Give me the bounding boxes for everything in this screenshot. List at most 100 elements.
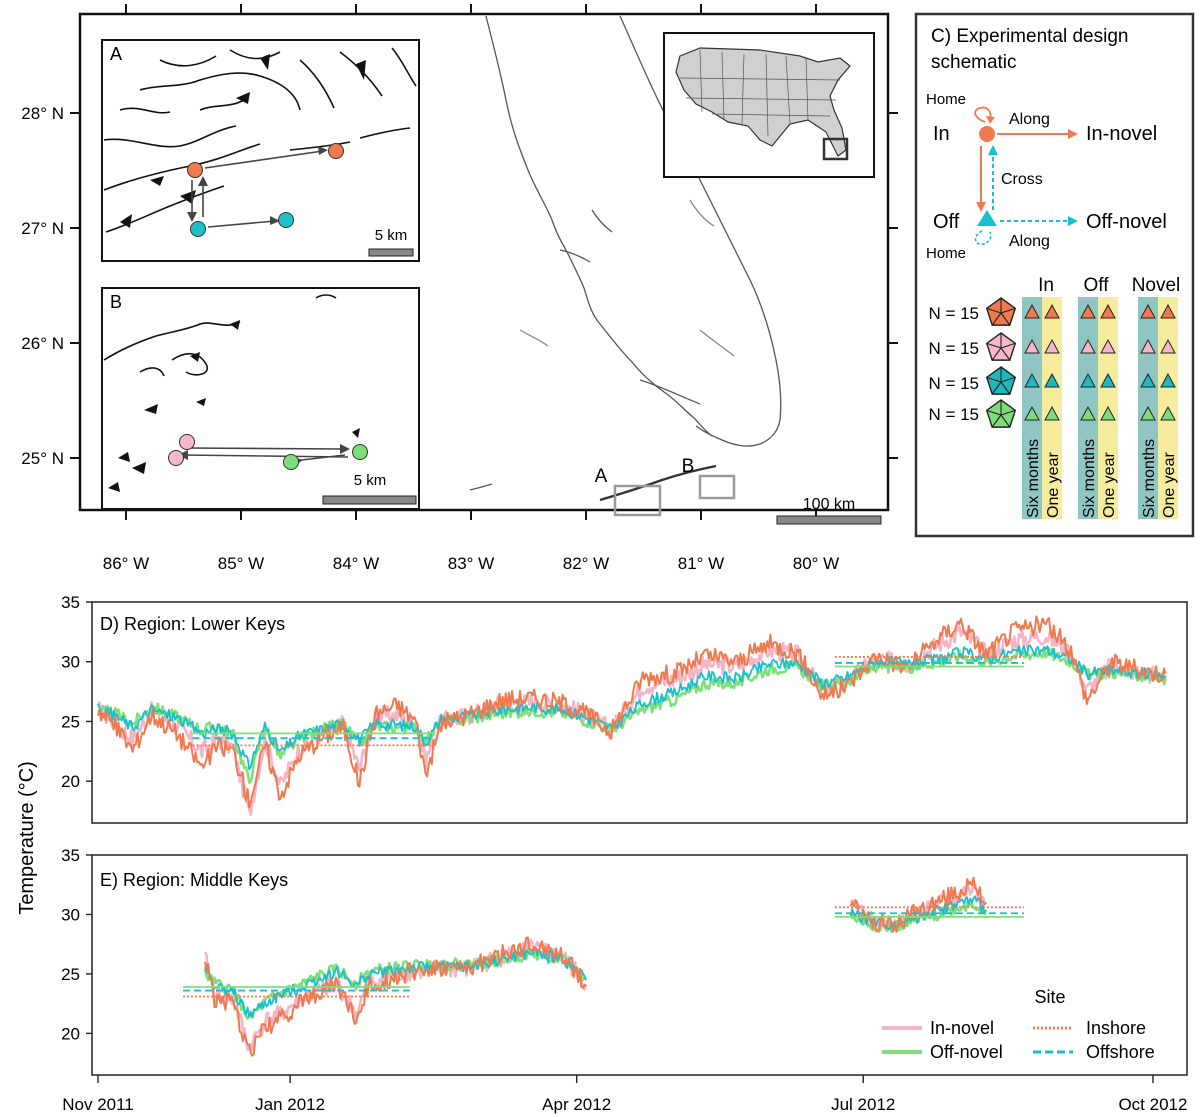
- schematic-panel: C) Experimental design schematic Home In…: [914, 12, 1195, 538]
- legend-label-in-novel: In-novel: [930, 1018, 994, 1038]
- site-box-b: [698, 474, 736, 500]
- genotype-triangle: [1024, 303, 1040, 319]
- lon-label-85: 85° W: [218, 554, 264, 573]
- main-scale-label: 100 km: [803, 496, 855, 513]
- schematic-title-line2: schematic: [931, 52, 1017, 73]
- along-label-top: Along: [1009, 111, 1050, 128]
- genotype-triangle: [1044, 372, 1060, 388]
- usa-locator-inset: [663, 32, 875, 178]
- genotype-triangle: [1080, 303, 1096, 319]
- x-tick-label: Oct 2012: [1118, 1095, 1187, 1114]
- y-tick-label: 30: [61, 905, 80, 924]
- lat-label-25: 25° N: [21, 449, 64, 468]
- x-tick-label: Apr 2012: [542, 1095, 611, 1114]
- genotype-triangle: [1024, 405, 1040, 421]
- genotype-triangle: [1100, 405, 1116, 421]
- inset-b-inshore-site: [168, 450, 184, 466]
- col-off-header: Off: [1084, 275, 1110, 296]
- inset-b-scale-label: 5 km: [354, 472, 387, 489]
- genotype-triangle: [1140, 372, 1156, 388]
- genotype-triangle: [1100, 372, 1116, 388]
- inset-b-off-novel-site: [283, 454, 299, 470]
- inset-a-offshore-site: [190, 221, 206, 237]
- inset-a-label: A: [110, 44, 122, 64]
- y-tick-label: 25: [61, 712, 80, 731]
- series-line-inshore: [849, 876, 987, 933]
- inset-b: B 5 km: [101, 287, 420, 510]
- genotype-triangle: [1100, 338, 1116, 354]
- inset-a-scale-bar: [368, 248, 414, 257]
- map-top-ticks: [125, 4, 898, 459]
- panel-d-lower-keys: D) Region: Lower Keys 20 25 30 35: [61, 593, 1188, 824]
- panel-d-title: D) Region: Lower Keys: [100, 614, 285, 634]
- schematic-title-line1: C) Experimental design: [931, 26, 1128, 47]
- n-label-row3: N = 15: [928, 374, 979, 393]
- lon-label-80: 80° W: [793, 554, 839, 573]
- legend-label-offshore: Offshore: [1086, 1042, 1155, 1062]
- legend-label-off-novel: Off-novel: [930, 1042, 1003, 1062]
- duration-novel-12: One year: [1161, 452, 1178, 518]
- col-in-header: In: [1038, 275, 1054, 296]
- genotype-triangle: [1080, 372, 1096, 388]
- in-label: In: [933, 123, 950, 145]
- genotype-triangle: [1140, 405, 1156, 421]
- legend: Site In-novel Inshore Off-novel Offshore: [882, 987, 1155, 1062]
- y-axis-title: Temperature (°C): [16, 761, 38, 915]
- genotype-triangle: [1160, 405, 1176, 421]
- home-label-top: Home: [926, 91, 966, 108]
- genotype-pentagons: [985, 297, 1017, 428]
- duration-in-12: One year: [1045, 452, 1062, 518]
- genotype-triangles: [1024, 303, 1176, 421]
- genotype-triangle: [1100, 303, 1116, 319]
- legend-label-inshore: Inshore: [1086, 1018, 1146, 1038]
- inset-a-in-novel-site: [328, 143, 344, 159]
- panel-d-plot: [97, 615, 1167, 817]
- panel-e-yaxis: 20 25 30 35: [61, 846, 92, 1043]
- lon-label-83: 83° W: [448, 554, 494, 573]
- lat-label-27: 27° N: [21, 219, 64, 238]
- legend-title: Site: [1034, 987, 1065, 1007]
- series-line-inshore: [204, 936, 587, 1057]
- genotype-triangle: [1080, 338, 1096, 354]
- panel-e-title: E) Region: Middle Keys: [100, 870, 288, 890]
- map-panel: 28° N 27° N 26° N 25° N 86° W 85° W 84° …: [21, 4, 898, 573]
- genotype-triangle: [1160, 303, 1176, 319]
- lat-axis: 28° N 27° N 26° N 25° N: [21, 104, 80, 468]
- inset-b-scale-bar: [322, 495, 417, 505]
- inset-a-off-novel-site: [278, 212, 294, 228]
- y-tick-label: 30: [61, 653, 80, 672]
- home-label-bottom: Home: [926, 245, 966, 262]
- panel-d-yaxis: 20 25 30 35: [61, 593, 92, 791]
- lon-axis: 86° W 85° W 84° W 83° W 82° W 81° W 80° …: [103, 510, 839, 573]
- lat-label-26: 26° N: [21, 334, 64, 353]
- x-tick-label: Jul 2012: [831, 1095, 895, 1114]
- inset-a: A 5 km: [101, 39, 420, 262]
- genotype-triangle: [1024, 338, 1040, 354]
- lon-label-86: 86° W: [103, 554, 149, 573]
- site-box-b-label: B: [682, 456, 695, 477]
- genotype-triangle: [1044, 338, 1060, 354]
- main-scale-bar: [776, 515, 882, 525]
- offshore-triangle: [977, 210, 997, 226]
- along-label-bottom: Along: [1009, 233, 1050, 250]
- y-tick-label: 35: [61, 593, 80, 612]
- inset-b-offshore-site: [352, 444, 368, 460]
- genotype-triangle: [1024, 372, 1040, 388]
- inset-b-label: B: [110, 292, 122, 312]
- x-tick-label: Nov 2011: [62, 1095, 134, 1114]
- genotype-triangle: [1160, 338, 1176, 354]
- locator-box: [822, 137, 849, 161]
- duration-off-12: One year: [1101, 452, 1118, 518]
- y-tick-label: 35: [61, 846, 80, 865]
- duration-off-6: Six months: [1081, 439, 1098, 518]
- panel-e-xaxis: Nov 2011 Jan 2012 Apr 2012 Jul 2012 Oct 2012: [62, 1075, 1187, 1114]
- lon-label-82: 82° W: [563, 554, 609, 573]
- genotype-triangle: [1160, 372, 1176, 388]
- y-tick-label: 25: [61, 965, 80, 984]
- lon-label-84: 84° W: [333, 554, 379, 573]
- genotype-triangle: [1140, 303, 1156, 319]
- off-label: Off: [933, 211, 960, 233]
- in-novel-label: In-novel: [1086, 123, 1157, 145]
- n-label-row1: N = 15: [928, 304, 979, 323]
- duration-novel-6: Six months: [1141, 439, 1158, 518]
